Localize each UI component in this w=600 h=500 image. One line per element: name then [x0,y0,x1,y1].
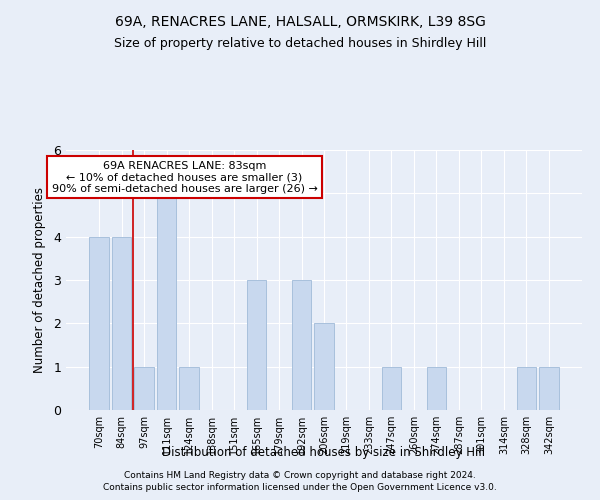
Text: Size of property relative to detached houses in Shirdley Hill: Size of property relative to detached ho… [114,38,486,51]
Y-axis label: Number of detached properties: Number of detached properties [33,187,46,373]
Text: Distribution of detached houses by size in Shirdley Hill: Distribution of detached houses by size … [163,446,485,459]
Bar [134,366,154,410]
Text: Contains public sector information licensed under the Open Government Licence v3: Contains public sector information licen… [103,484,497,492]
Text: 69A, RENACRES LANE, HALSALL, ORMSKIRK, L39 8SG: 69A, RENACRES LANE, HALSALL, ORMSKIRK, L… [115,15,485,29]
Bar [292,280,311,410]
Bar [89,236,109,410]
Bar [539,366,559,410]
Bar [247,280,266,410]
Bar [427,366,446,410]
Bar [179,366,199,410]
Text: Contains HM Land Registry data © Crown copyright and database right 2024.: Contains HM Land Registry data © Crown c… [124,471,476,480]
Bar [157,194,176,410]
Bar [314,324,334,410]
Bar [382,366,401,410]
Bar [112,236,131,410]
Text: 69A RENACRES LANE: 83sqm
← 10% of detached houses are smaller (3)
90% of semi-de: 69A RENACRES LANE: 83sqm ← 10% of detach… [52,161,317,194]
Bar [517,366,536,410]
